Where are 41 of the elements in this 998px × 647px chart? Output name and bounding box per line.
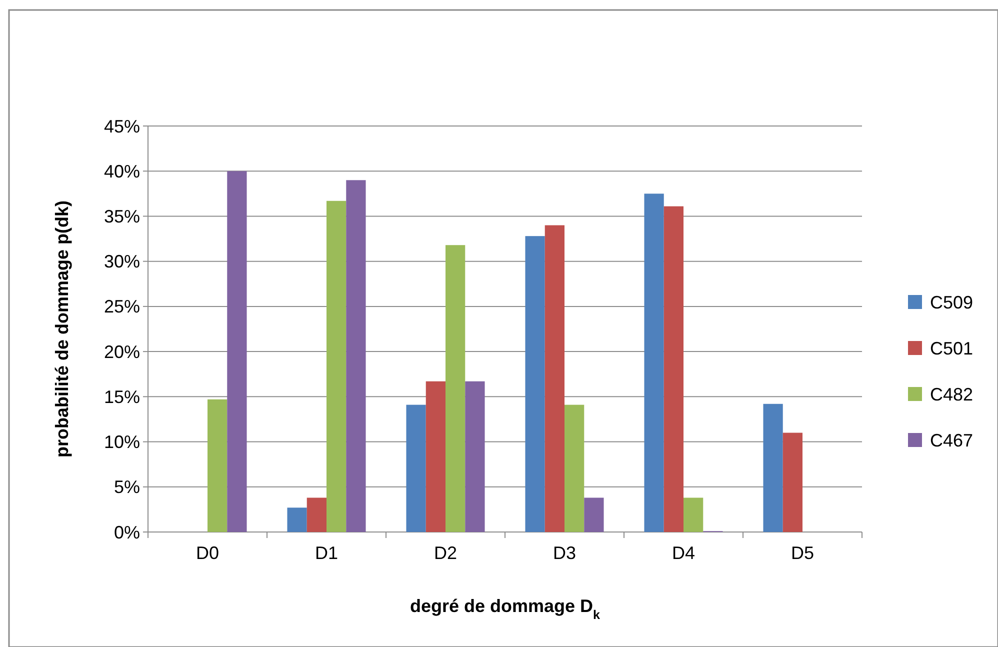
bar: [346, 180, 366, 532]
y-tick-label: 15%: [104, 386, 140, 407]
y-tick-label: 0%: [114, 522, 140, 542]
bar: [564, 404, 584, 532]
bar: [664, 206, 684, 532]
y-tick-label: 35%: [104, 206, 140, 227]
bar: [306, 498, 326, 532]
y-tick-label: 30%: [104, 252, 140, 272]
bar: [763, 404, 783, 532]
bar: [326, 200, 346, 532]
y-tick-label: 25%: [104, 296, 140, 317]
x-tick-label: D4: [672, 543, 696, 563]
x-tick-label: D5: [790, 543, 814, 563]
x-tick-label: D3: [552, 543, 576, 563]
x-axis-title: degré de dommage D$_{k}$: [410, 596, 602, 622]
bar: [684, 498, 704, 532]
x-tick-label: D2: [434, 543, 458, 563]
bar: [287, 508, 307, 532]
bar: [644, 194, 664, 532]
x-tick-label: D1: [314, 543, 338, 563]
bar: [782, 432, 802, 532]
y-tick-label: 10%: [104, 432, 140, 452]
y-axis-title: probabilité de dommage p(dk): [52, 200, 72, 458]
bar: [544, 225, 564, 532]
bar: [208, 399, 228, 532]
bar: [446, 245, 466, 532]
legend-label: C501: [930, 338, 974, 358]
bar: [426, 381, 446, 532]
bar: [227, 171, 247, 532]
x-tick-label: D0: [196, 543, 220, 563]
legend-label: C467: [930, 430, 974, 450]
legend-label: C482: [930, 384, 974, 404]
y-tick-label: 40%: [104, 161, 140, 182]
y-tick-label: 5%: [114, 477, 140, 498]
bar: [525, 236, 545, 532]
y-tick-label: 20%: [104, 342, 140, 362]
bar: [406, 404, 426, 532]
y-tick-label: 45%: [104, 116, 140, 136]
legend-label: C509: [930, 292, 974, 312]
bar: [465, 381, 485, 532]
bar: [584, 498, 604, 532]
